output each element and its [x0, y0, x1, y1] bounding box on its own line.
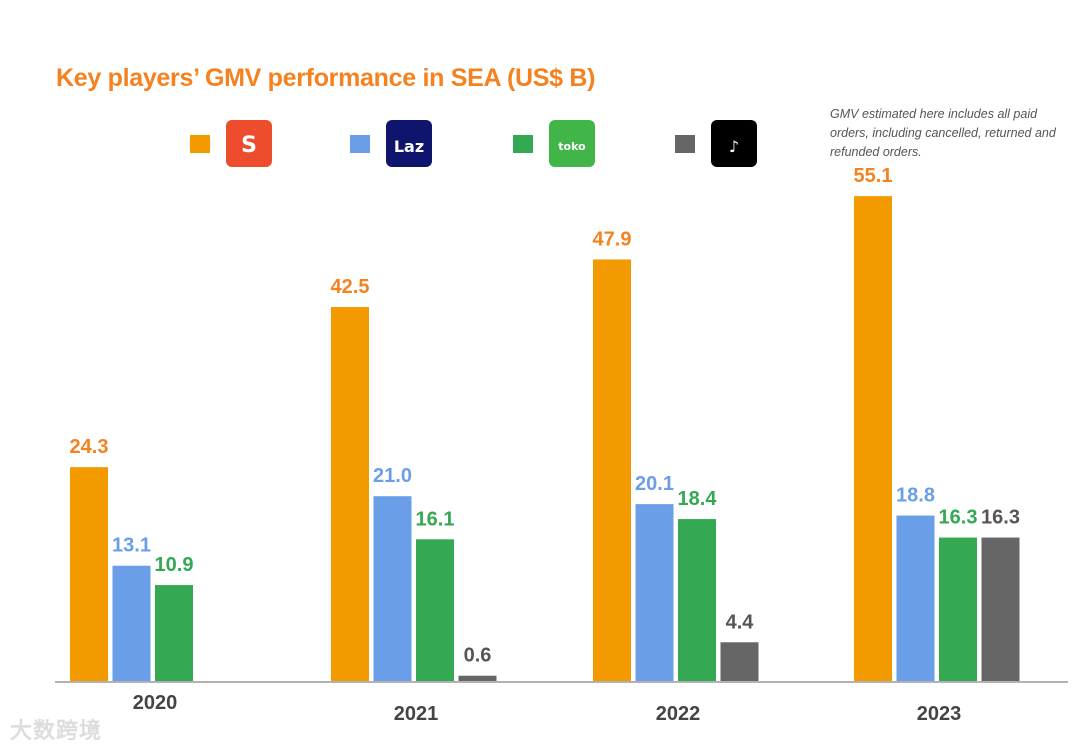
data-label: 13.1 [112, 535, 151, 557]
bar-tiktok-shop [720, 642, 759, 681]
data-label: 42.5 [331, 276, 370, 298]
legend-swatch [350, 135, 370, 153]
legend-logo-tokopedia-icon [549, 120, 595, 167]
bar-lazada [896, 515, 935, 681]
x-tick-label: 2022 [656, 703, 701, 725]
x-tick-label: 2023 [917, 703, 962, 725]
data-label: 16.1 [416, 508, 455, 530]
bar-tiktok-shop [981, 537, 1020, 681]
bar-tokopedia [155, 585, 193, 681]
x-tick-label: 2021 [394, 703, 439, 725]
data-label: 10.9 [155, 554, 194, 576]
data-label: 18.8 [896, 485, 935, 507]
bar-tokopedia [939, 537, 977, 681]
x-tick-label: 2020 [133, 692, 178, 714]
legend-swatch [675, 135, 695, 153]
data-label: 4.4 [726, 611, 755, 633]
legend-logo-text: Laz [394, 137, 424, 156]
bar-tiktok-shop [458, 675, 497, 681]
data-label: 16.3 [939, 507, 978, 529]
legend-logo-text: ♪ [729, 137, 739, 156]
data-label: 20.1 [635, 473, 674, 495]
chart-title: Key players’ GMV performance in SEA (US$… [56, 64, 596, 92]
bar-lazada [373, 496, 412, 681]
bar-tokopedia [416, 539, 454, 681]
data-label: 21.0 [373, 465, 412, 487]
data-label: 16.3 [981, 507, 1020, 529]
bar-shopee [593, 259, 631, 681]
bar-shopee [70, 467, 108, 681]
bar-shopee [331, 307, 369, 681]
data-label: 24.3 [70, 436, 109, 458]
bar-shopee [854, 196, 892, 681]
legend-logo-tiktok-shop-icon [711, 120, 757, 167]
legend-swatch [513, 135, 533, 153]
data-label: 55.1 [854, 165, 893, 187]
bar-lazada [635, 504, 674, 681]
legend-logo-lazada-icon [386, 120, 432, 167]
bar-lazada [112, 565, 151, 681]
watermark: 大数跨境 [10, 718, 103, 743]
chart-note: GMV estimated here includes all paid ord… [830, 107, 1056, 159]
legend-swatch [190, 135, 210, 153]
bar-tokopedia [678, 519, 716, 681]
data-label: 47.9 [593, 228, 632, 250]
data-label: 0.6 [464, 645, 492, 667]
legend-logo-shopee-icon [226, 120, 272, 167]
data-label: 18.4 [678, 488, 718, 510]
legend-logo-text: S [241, 133, 257, 158]
legend-logo-text: toko [558, 140, 586, 153]
